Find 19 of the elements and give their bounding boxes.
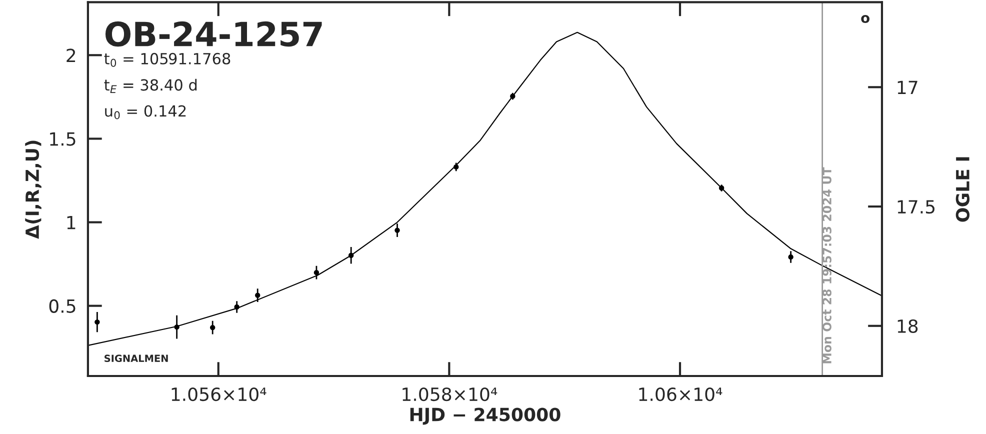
y-tick-label: 1.5 [50, 132, 76, 146]
x-tick-label: 1.06×10⁴ [639, 387, 722, 402]
y-tick-label: 0.5 [49, 299, 76, 313]
annotation: SIGNALMEN [104, 354, 168, 362]
y2-tick-label: 17 [898, 80, 918, 94]
y2-tick-label: 17.5 [898, 200, 934, 214]
annotation: t$_{0}$ = 10591.1768 [104, 52, 230, 67]
y-tick-label: 1 [67, 216, 76, 230]
y2-tick-label: 18 [898, 319, 918, 333]
x-tick-label: 1.056×10⁴ [172, 387, 266, 402]
annotation: o [861, 15, 870, 24]
y-axis-title: Δ(I,R,Z,U) [25, 140, 42, 239]
x-axis-title: HJD − 2450000 [410, 408, 560, 425]
annotation: t$_{E}$ = 38.40 d [104, 78, 197, 94]
x-tick-label: 1.058×10⁴ [402, 387, 498, 402]
chart-title: OB-24-1257 [105, 21, 322, 47]
y-tick-label: 2 [66, 48, 76, 62]
annotation: u$_{0}$ = 0.142 [105, 105, 186, 120]
y2-axis-title: OGLE I [956, 157, 970, 222]
